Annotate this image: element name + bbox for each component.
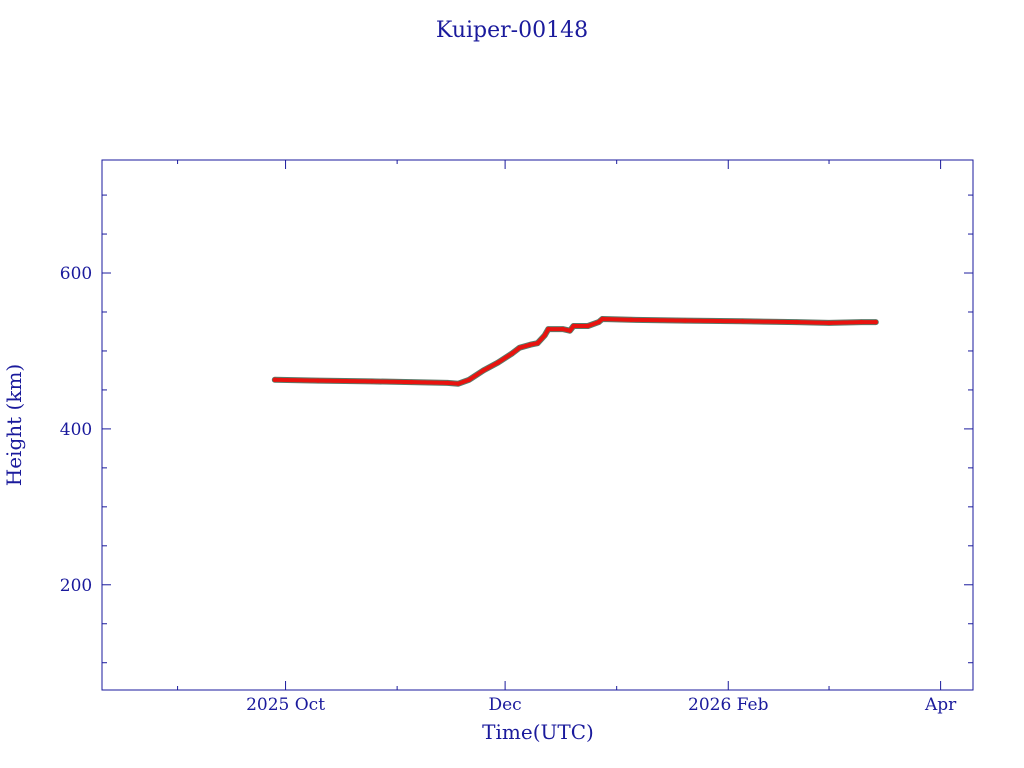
- y-axis-label: Height (km): [2, 364, 26, 486]
- data-point: [272, 377, 277, 382]
- chart-title: Kuiper-00148: [436, 18, 588, 43]
- data-point: [481, 368, 486, 373]
- y-tick-label: 200: [60, 576, 92, 596]
- data-point: [315, 378, 321, 383]
- data-point: [628, 317, 634, 322]
- data-point: [546, 326, 551, 332]
- data-point: [510, 351, 515, 356]
- x-tick-labels: 2025 Oct Dec 2026 Feb Apr: [246, 695, 957, 715]
- data-point: [826, 320, 832, 326]
- y-tick-label: 400: [60, 420, 92, 440]
- series-underlay: [271, 316, 879, 387]
- x-axis-label: Time(UTC): [482, 720, 594, 744]
- x-tick-label: Apr: [924, 695, 957, 715]
- data-point: [567, 328, 573, 333]
- series-line: [272, 317, 878, 386]
- data-point: [740, 319, 745, 324]
- data-point: [369, 379, 375, 384]
- data-point: [585, 323, 591, 329]
- plot-frame: [101, 159, 974, 691]
- x-tick-label: 2025 Oct: [246, 695, 325, 715]
- series-height: [271, 316, 879, 387]
- x-tick-label: 2026 Feb: [688, 695, 769, 715]
- data-point: [571, 323, 576, 329]
- data-point: [859, 319, 864, 325]
- data-point: [456, 381, 461, 386]
- data-point: [535, 341, 540, 346]
- data-point: [542, 333, 547, 338]
- x-tick-label: Dec: [488, 695, 521, 715]
- y-tick-labels: 200 400 600: [60, 264, 92, 596]
- data-point: [873, 319, 878, 325]
- data-point: [495, 360, 501, 365]
- axis-ticks: [102, 160, 973, 690]
- data-point: [794, 319, 799, 325]
- y-tick-label: 600: [60, 264, 92, 284]
- data-point: [600, 316, 605, 322]
- data-point: [596, 319, 601, 325]
- data-point: [409, 379, 414, 385]
- data-point: [466, 377, 472, 382]
- data-point: [528, 342, 533, 347]
- data-point: [445, 380, 450, 386]
- data-point: [682, 318, 688, 323]
- data-point: [560, 326, 565, 332]
- data-point: [517, 345, 522, 350]
